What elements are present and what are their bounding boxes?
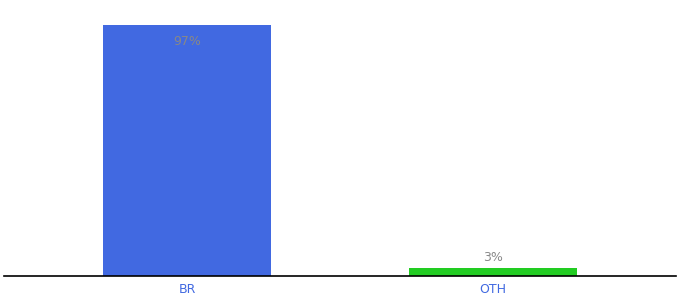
Text: 3%: 3% xyxy=(483,251,503,264)
Bar xyxy=(103,25,271,276)
Bar xyxy=(409,268,577,276)
Text: 97%: 97% xyxy=(173,35,201,48)
